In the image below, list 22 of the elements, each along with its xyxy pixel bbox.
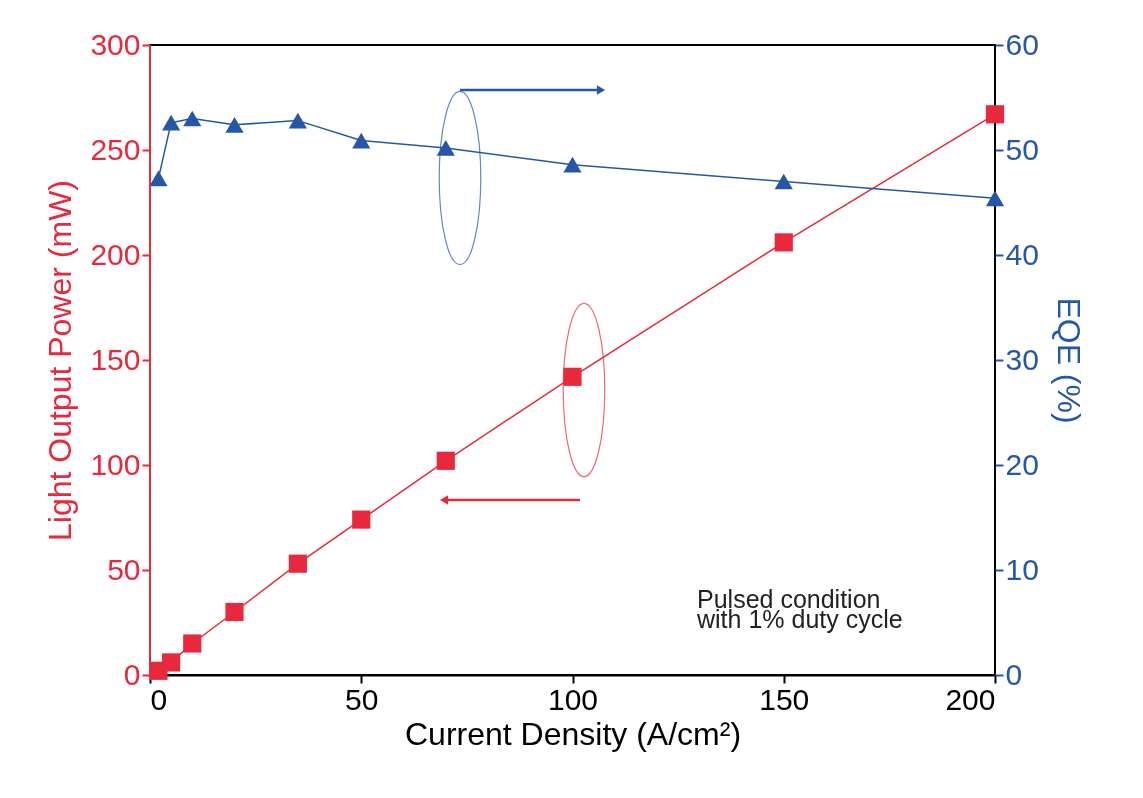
- y-tick-label: 300: [90, 27, 141, 61]
- y2-tick-label: 10: [1005, 552, 1039, 586]
- y2-tick-label: 30: [1005, 342, 1039, 376]
- x-tick-label: 200: [945, 682, 996, 716]
- y2-tick-label: 0: [1005, 657, 1023, 691]
- y-axis-title: Light Output Power (mW): [42, 180, 79, 541]
- y2-tick-label: 20: [1005, 447, 1039, 481]
- x-tick-label: 0: [150, 682, 168, 716]
- y2-axis-title: EQE (%): [1050, 297, 1087, 424]
- y2-tick-label: 50: [1005, 132, 1039, 166]
- y-tick-label: 100: [90, 447, 141, 481]
- x-tick-label: 150: [759, 682, 810, 716]
- x-tick-label: 100: [547, 682, 599, 716]
- y2-tick-label: 40: [1005, 237, 1039, 271]
- y-tick-label: 150: [90, 342, 141, 376]
- y-tick-label: 0: [123, 657, 141, 691]
- y-tick-label: 50: [107, 552, 141, 586]
- x-tick-label: 50: [345, 682, 379, 716]
- y2-tick-label: 60: [1005, 27, 1039, 61]
- y-tick-label: 200: [90, 237, 141, 271]
- y-tick-label: 250: [90, 132, 141, 166]
- x-axis-title: Current Density (A/cm²): [404, 715, 742, 752]
